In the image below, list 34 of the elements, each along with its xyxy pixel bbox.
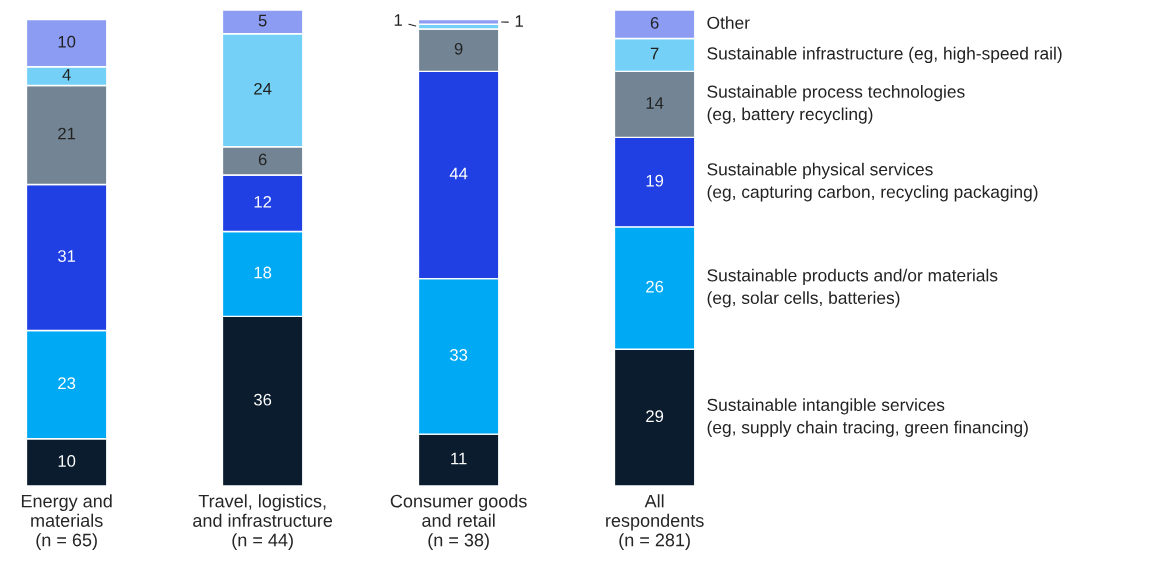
data-label: 12 (254, 195, 272, 208)
data-label: 18 (254, 266, 272, 279)
data-label: 1 (394, 14, 402, 26)
x-tick-label: Travel, logistics, and infrastructure (n = 44) (193, 494, 333, 550)
data-label: 5 (258, 14, 267, 27)
x-tick-label: All respondents (n = 281) (606, 494, 704, 550)
x-tick-label: Consumer goods and retail (n = 38) (390, 494, 527, 550)
data-label: 21 (58, 127, 76, 140)
data-label: 19 (646, 174, 664, 187)
data-label: 7 (650, 47, 659, 60)
data-label: 33 (449, 349, 468, 361)
data-label: 24 (254, 82, 272, 95)
series-label: Sustainable intangible services (eg, supply chain tracing, green financing) (707, 398, 1028, 437)
data-label: 9 (454, 42, 463, 55)
data-label: 31 (58, 250, 76, 262)
data-label: 11 (451, 452, 467, 465)
series-label: Sustainable infrastructure (eg, high-speed rail) (707, 46, 1062, 64)
series-label: Sustainable products and/or materials (eg, solar cells, batteries) (707, 268, 998, 308)
data-label: 6 (258, 153, 267, 166)
data-label: 36 (254, 393, 272, 406)
series-label: Sustainable process technologies (eg, battery recycling) (707, 85, 965, 124)
series-label: Other (707, 16, 750, 29)
data-label: 1 (515, 15, 523, 27)
data-label: 10 (58, 455, 76, 467)
data-label: 10 (58, 35, 76, 48)
data-label: 26 (646, 280, 664, 293)
data-label: 14 (646, 97, 664, 109)
data-label: 44 (449, 167, 468, 180)
x-tick-label: Energy and materials (n = 65) (21, 494, 112, 550)
data-label: 29 (646, 410, 664, 423)
data-label: 6 (650, 16, 659, 29)
data-label: 4 (62, 68, 71, 81)
data-label: 23 (58, 377, 76, 390)
series-label: Sustainable physical services (eg, capturing carbon, recycling packaging) (707, 162, 1038, 202)
